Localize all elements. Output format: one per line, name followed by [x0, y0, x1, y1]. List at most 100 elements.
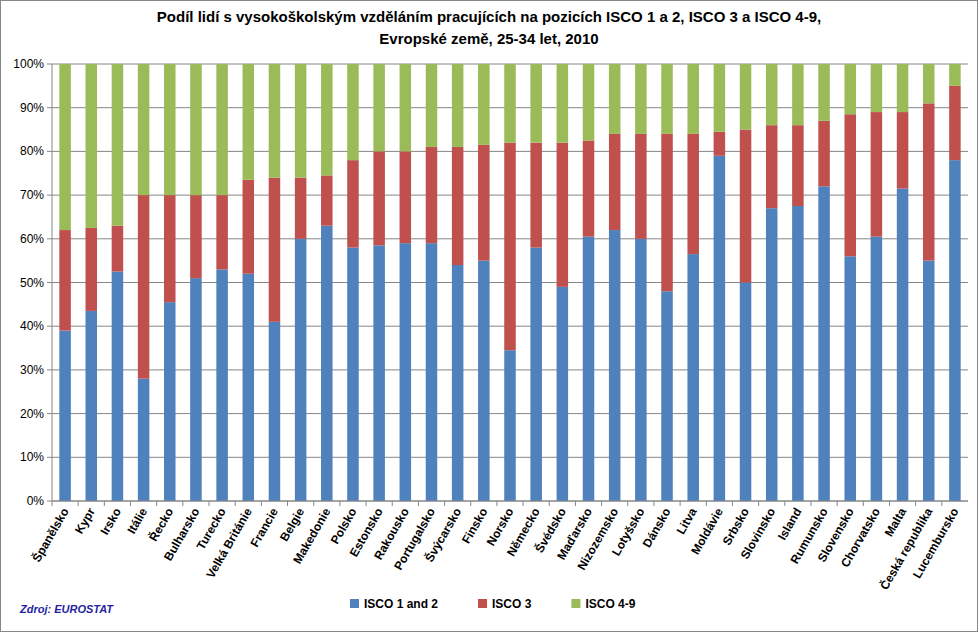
bar-segment — [452, 64, 464, 147]
x-tick — [52, 501, 53, 506]
bar-segment — [714, 64, 726, 132]
bar-segment — [504, 64, 516, 143]
x-tick — [313, 501, 314, 506]
bar-segment — [923, 64, 935, 103]
bar-segment — [295, 239, 307, 501]
x-tick — [784, 501, 785, 506]
y-tick-label: 20% — [20, 407, 44, 421]
bar-segment — [687, 254, 699, 501]
y-tick — [47, 282, 52, 283]
legend-label: ISCO 4-9 — [585, 597, 635, 611]
legend-swatch — [350, 599, 359, 608]
grid-line — [52, 501, 968, 502]
bar-segment — [661, 291, 673, 501]
y-tick — [47, 195, 52, 196]
x-tick — [941, 501, 942, 506]
y-tick — [47, 457, 52, 458]
bar-segment — [635, 64, 647, 134]
y-tick-label: 50% — [20, 276, 44, 290]
y-tick — [47, 238, 52, 239]
x-tick — [549, 501, 550, 506]
y-tick-label: 30% — [20, 363, 44, 377]
x-tick-label: Španělsko — [29, 505, 72, 564]
bar-segment — [85, 311, 97, 501]
x-tick — [156, 501, 157, 506]
bar-segment — [59, 230, 71, 331]
bar-segment — [112, 64, 124, 226]
bar-segment — [583, 64, 595, 140]
bar-segment — [792, 64, 804, 125]
y-tick — [47, 64, 52, 65]
x-tick — [653, 501, 654, 506]
x-tick-label: Bulharsko — [161, 506, 202, 564]
legend-item: ISCO 1 and 2 — [350, 597, 438, 611]
bar-segment — [871, 112, 883, 237]
bar-segment — [426, 64, 438, 147]
bar-segment — [426, 243, 438, 501]
y-tick-label: 10% — [20, 450, 44, 464]
y-tick — [47, 369, 52, 370]
x-tick-label: Nizozemsko — [574, 506, 621, 573]
bar-segment — [373, 151, 385, 245]
bar-segment — [949, 160, 961, 501]
x-tick — [863, 501, 864, 506]
legend-swatch — [571, 599, 580, 608]
bar-segment — [269, 322, 281, 501]
bar-segment — [740, 130, 752, 283]
x-tick — [287, 501, 288, 506]
grid — [47, 64, 968, 501]
bar-segment — [687, 134, 699, 254]
bar-segment — [557, 287, 569, 501]
bar-segment — [321, 226, 333, 501]
bar-segment — [897, 189, 909, 501]
y-tick — [47, 326, 52, 327]
legend-label: ISCO 1 and 2 — [364, 597, 438, 611]
bar-segment — [609, 134, 621, 230]
bar-segment — [923, 261, 935, 501]
title: Podíl lidí s vysokoškolským vzděláním pr… — [157, 8, 821, 47]
bar-segment — [190, 64, 202, 195]
bar-segment — [190, 278, 202, 501]
bar-segment — [400, 243, 412, 501]
x-axis — [52, 501, 968, 502]
bar-segment — [190, 195, 202, 278]
y-tick — [47, 501, 52, 502]
x-tick — [680, 501, 681, 506]
bar-segment — [373, 64, 385, 151]
bar-segment — [740, 283, 752, 502]
bar-segment — [714, 132, 726, 156]
bar-segment — [766, 125, 778, 208]
x-tick — [706, 501, 707, 506]
y-tick — [47, 151, 52, 152]
x-tick — [601, 501, 602, 506]
bar-segment — [478, 64, 490, 145]
bar-segment — [164, 302, 176, 501]
x-tick-label: Francie — [248, 505, 282, 549]
legend-swatch — [478, 599, 487, 608]
bar-segment — [687, 64, 699, 134]
bar-segment — [243, 64, 255, 180]
bar-segment — [347, 64, 359, 160]
source: Zdroj: EUROSTAT — [19, 603, 114, 615]
x-tick — [339, 501, 340, 506]
bar-segment — [792, 125, 804, 206]
bar-segment — [844, 114, 856, 256]
x-tick-label: Slovinsko — [738, 506, 778, 562]
bar-segment — [243, 274, 255, 501]
bar-segment — [714, 156, 726, 501]
x-tick — [209, 501, 210, 506]
y-tick-label: 100% — [13, 57, 44, 71]
bar-segment — [844, 64, 856, 114]
legend-item: ISCO 4-9 — [571, 597, 635, 611]
bar-segment — [923, 103, 935, 260]
title-line: Podíl lidí s vysokoškolským vzděláním pr… — [157, 8, 821, 25]
bar-segment — [400, 64, 412, 151]
bar-segment — [504, 350, 516, 501]
x-tick — [392, 501, 393, 506]
bar-segment — [321, 64, 333, 175]
x-tick — [182, 501, 183, 506]
bar-segment — [478, 261, 490, 501]
bar-segment — [138, 64, 150, 195]
bar-segment — [138, 195, 150, 379]
bar-segment — [478, 145, 490, 261]
